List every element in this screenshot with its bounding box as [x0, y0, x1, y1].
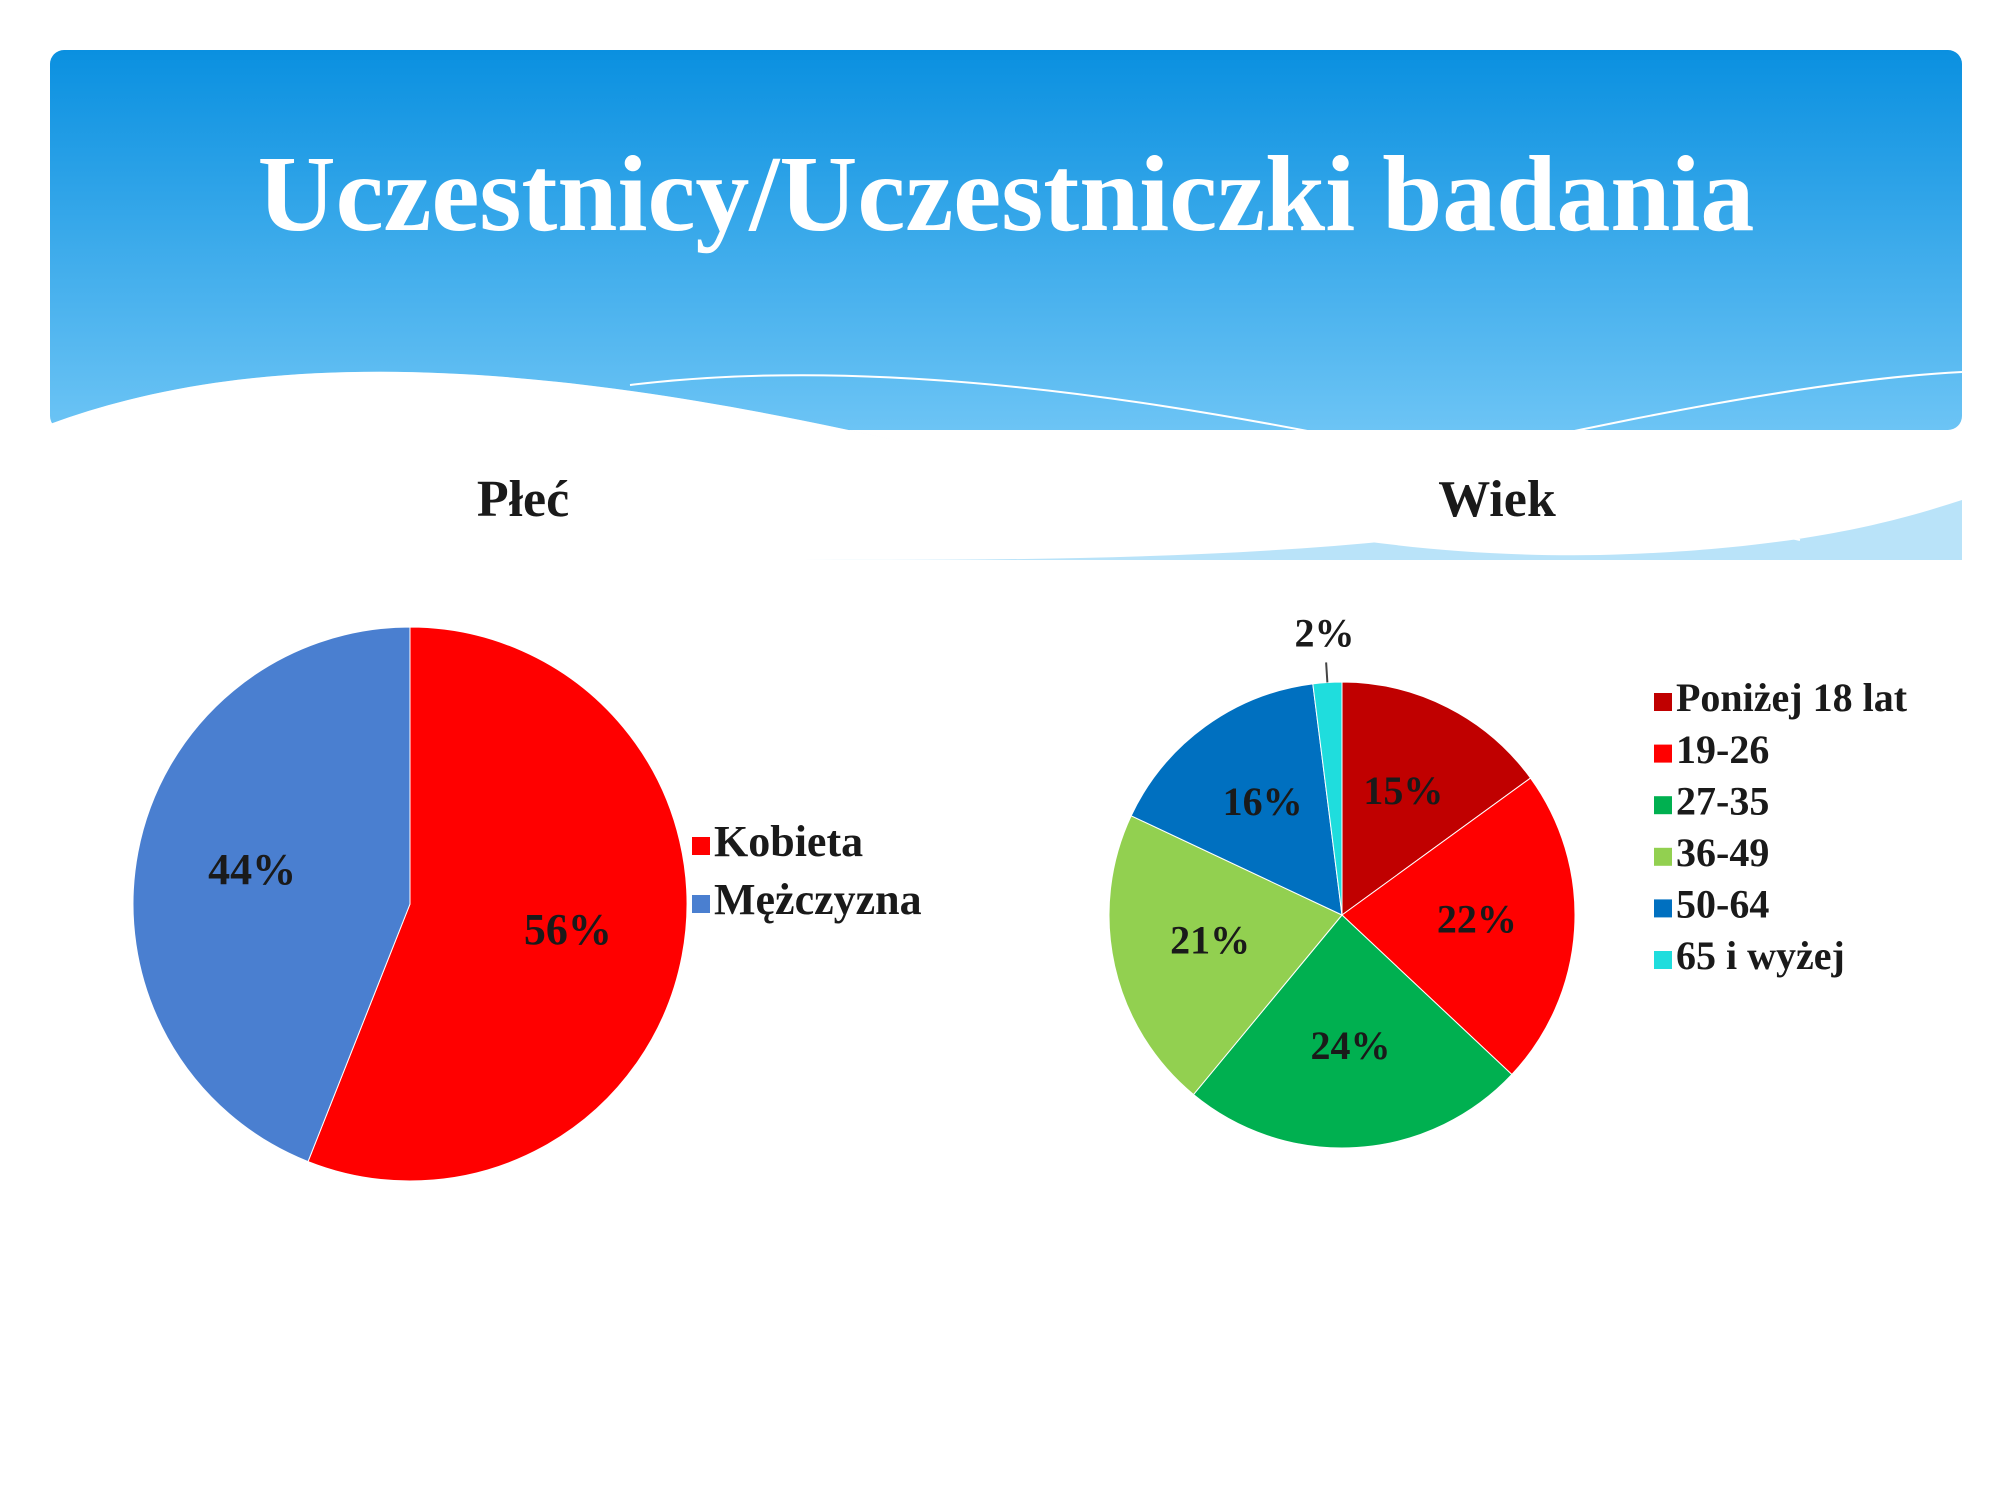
- legend-swatch: [1654, 693, 1672, 711]
- leader-line: [1325, 662, 1329, 683]
- data-label: 22%: [1437, 897, 1517, 942]
- legend-swatch: [1654, 951, 1672, 969]
- legend-label: Poniżej 18 lat: [1676, 675, 1908, 720]
- legend-label: 19-26: [1676, 727, 1769, 772]
- chart-title: Wiek: [1438, 471, 1556, 528]
- legend-label: 36-49: [1676, 830, 1769, 875]
- pie-slice: [1312, 681, 1343, 916]
- data-label: 16%: [1223, 779, 1303, 824]
- data-label: 15%: [1363, 768, 1443, 813]
- legend-label: 50-64: [1676, 882, 1769, 927]
- legend-label: 65 i wyżej: [1676, 933, 1845, 978]
- legend-label: 27-35: [1676, 778, 1769, 823]
- pie-slice: [1341, 681, 1532, 916]
- pie-slice: [1192, 914, 1513, 1149]
- data-label: 44%: [208, 845, 296, 894]
- banner: [50, 50, 1962, 430]
- legend-swatch: [1654, 899, 1672, 918]
- legend-swatch: [1654, 796, 1672, 815]
- pie-slice: [1108, 815, 1343, 1096]
- data-label: 56%: [524, 905, 612, 954]
- pie-slice: [1341, 777, 1576, 1076]
- pie-slice: [132, 626, 411, 1163]
- pie-slice: [307, 626, 688, 1182]
- wave-line: [629, 374, 1801, 541]
- pie-slice: [1130, 683, 1343, 916]
- chart-title: Płeć: [477, 471, 569, 528]
- wave-line: [1229, 371, 1963, 516]
- legend-label: Mężczyzna: [714, 875, 922, 924]
- data-label: 2%: [1295, 611, 1355, 656]
- legend-swatch: [1654, 847, 1672, 866]
- background: [50, 560, 1962, 620]
- data-label: 24%: [1310, 1023, 1390, 1068]
- legend-label: Kobieta: [714, 817, 863, 866]
- wave: [50, 371, 1400, 560]
- legend-swatch: [1654, 744, 1672, 763]
- legend-swatch: [692, 895, 710, 913]
- slide-title: Uczestnicy/Uczestniczki badania: [258, 135, 1755, 254]
- legend-swatch: [692, 837, 710, 855]
- data-label: 21%: [1170, 918, 1250, 963]
